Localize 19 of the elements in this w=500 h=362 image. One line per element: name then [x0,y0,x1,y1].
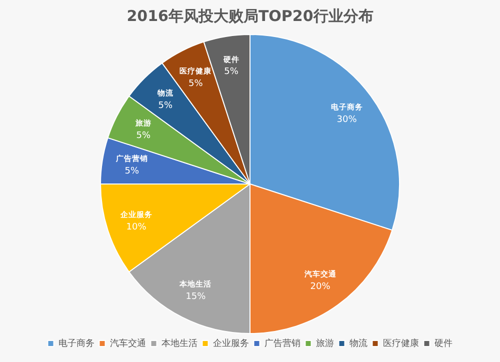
chart-title: 2016年风投大败局TOP20行业分布 [126,6,374,25]
legend-label: 电子商务 [58,338,94,349]
data-label: 5% [136,131,152,142]
data-label: 5% [124,166,140,177]
legend-label: 硬件 [434,338,452,349]
data-label: 5% [158,100,174,111]
legend-label: 旅游 [316,338,334,349]
legend-label: 广告营销 [264,338,300,349]
legend-label: 医疗健康 [382,338,419,349]
data-label: 5% [188,78,204,89]
data-label: 5% [224,67,239,78]
legend-label: 汽车交通 [110,338,146,349]
data-label: 30% [336,115,358,126]
data-label: 15% [186,292,206,302]
data-label: 10% [126,222,147,232]
legend-label: 企业服务 [212,338,249,349]
legend-label: 物流 [349,338,368,349]
data-label: 20% [310,282,331,292]
legend-label: 本地生活 [161,338,198,349]
